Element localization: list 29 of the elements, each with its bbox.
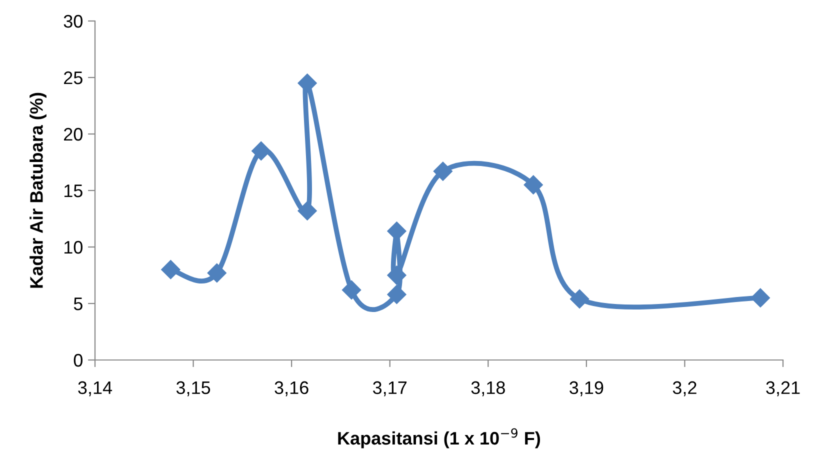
x-tick-label: 3,2 (672, 381, 696, 396)
point (570, 289, 590, 309)
point (433, 162, 452, 181)
x-tick-label: 3,14 (78, 381, 112, 396)
y-tick-label: 0 (74, 354, 82, 367)
point (298, 74, 317, 93)
y-tick-label: 20 (64, 128, 82, 141)
y-tick-label: 15 (64, 184, 82, 198)
x-tick-label: 3,15 (176, 381, 210, 396)
point (207, 263, 226, 283)
y-tick-label: 10 (64, 240, 82, 254)
point (161, 260, 180, 280)
point (252, 141, 271, 160)
y-tick-label: 30 (64, 14, 82, 28)
point (342, 280, 362, 300)
point (387, 284, 406, 304)
x-axis-title: Kapasitansi (1 x 10$^{−9}$ F) (338, 428, 540, 448)
y-tick-label: 25 (64, 71, 82, 84)
x-tick-label: 3,16 (274, 381, 308, 396)
x-tick-label: 3,18 (471, 381, 505, 396)
point (750, 288, 770, 308)
y-tick-label: 5 (74, 298, 82, 310)
point (387, 266, 406, 285)
point (524, 175, 543, 194)
point (298, 201, 317, 220)
x-tick-label: 3,19 (570, 381, 604, 396)
x-tick-label: 3,17 (372, 381, 407, 396)
y-axis-title: Kadar Air Batubara (%) (30, 92, 46, 288)
x-tick-label: 3,21 (766, 381, 800, 396)
